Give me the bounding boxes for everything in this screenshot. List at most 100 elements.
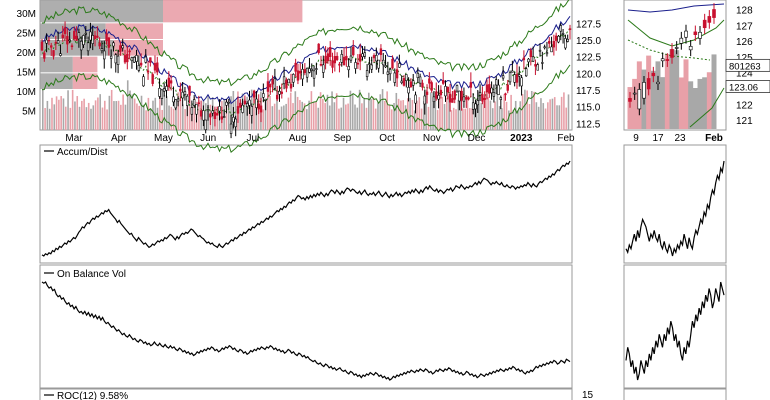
candle-body (61, 34, 64, 39)
volume-bar (308, 100, 310, 130)
volume-bar (530, 91, 533, 130)
candle-body (363, 52, 366, 57)
volume-by-price (40, 0, 303, 89)
volume-bar (244, 98, 246, 130)
candle-body (501, 75, 505, 79)
volume-bar (92, 105, 95, 130)
volume-bar (317, 107, 320, 130)
volume-bar (110, 89, 113, 130)
volume-bar (517, 110, 519, 130)
candle-body (534, 64, 537, 67)
candle-body (151, 74, 154, 84)
volume-bar (416, 100, 418, 130)
candle-body (50, 45, 53, 48)
candle-body (142, 76, 145, 87)
volume-bar (551, 98, 554, 130)
accum-dist-series (41, 150, 725, 257)
candle-body (322, 64, 325, 73)
volume-bar (175, 98, 177, 130)
candle-body (451, 98, 454, 103)
candle-body (561, 33, 565, 35)
volume-bar (345, 104, 347, 130)
candle-body (469, 82, 473, 88)
zoom-date-tick-label: 9 (633, 133, 639, 144)
volume-bar (276, 89, 278, 130)
volume-bar (393, 103, 395, 130)
volume-bar (51, 97, 53, 130)
volume-bar (335, 93, 338, 130)
candle-body (93, 35, 97, 40)
zoom-volume-bar (692, 88, 698, 129)
volume-bar (186, 105, 189, 130)
price-candles (40, 21, 572, 139)
candle-body (354, 62, 357, 69)
candle-body (202, 110, 205, 121)
candle-body (252, 90, 256, 98)
volume-bar (397, 98, 400, 130)
zoom-volume-bar (697, 78, 703, 129)
candle-body (98, 42, 101, 47)
volume-bar (524, 89, 526, 130)
price-badge-box (725, 58, 770, 72)
candle-body (146, 70, 150, 73)
candle-body (543, 46, 546, 49)
volume-bar (553, 97, 556, 130)
candle-body (107, 37, 111, 48)
volume-bar (299, 100, 301, 130)
volume-bar (535, 102, 538, 130)
volume-bar (53, 104, 56, 130)
volume-bar (439, 97, 441, 130)
volume-bar (462, 108, 464, 130)
volume-bar (326, 94, 329, 130)
candle-body (225, 101, 228, 106)
candle-body (490, 87, 493, 94)
candle-body (156, 62, 159, 73)
candle-body (149, 57, 152, 63)
volume-bar (471, 108, 473, 130)
candle-body (352, 46, 355, 56)
candle-body (511, 70, 514, 73)
candle-body (536, 64, 539, 71)
volume-bar (450, 110, 453, 130)
candle-body (52, 50, 55, 57)
candle-body (289, 83, 293, 89)
candle-body (287, 78, 290, 84)
volume-bar (354, 104, 356, 130)
volume-bar (122, 94, 124, 130)
candle-body (522, 57, 526, 61)
candle-body (384, 65, 387, 68)
candle-body (557, 35, 560, 43)
candle-body (310, 68, 313, 71)
volume-bar (473, 103, 476, 130)
volume-bar (448, 95, 450, 130)
panel-frame (623, 264, 727, 389)
volume-bar (338, 108, 340, 130)
volume-bar (133, 98, 136, 130)
volume-bar (567, 94, 570, 130)
candle-body (248, 99, 251, 106)
volume-bar (74, 101, 76, 130)
candle-body (379, 48, 383, 55)
zoom-volume-bar (688, 81, 694, 129)
candle-body (294, 62, 297, 72)
candle-body (227, 101, 230, 104)
volume-bar (510, 94, 512, 130)
candle-body (453, 90, 456, 100)
candle-body (218, 106, 221, 112)
volume-bar (315, 102, 317, 130)
panel-frame (623, 144, 727, 264)
on-balance-vol-line (41, 281, 571, 381)
volume-bar (533, 91, 535, 130)
volume-bar (319, 92, 322, 130)
candle-body (308, 68, 311, 73)
candle-body (273, 78, 277, 89)
volume-bar (58, 99, 60, 130)
zoom-candle-body (642, 82, 646, 99)
candle-body (441, 79, 445, 84)
candle-body (550, 46, 553, 53)
candle-body (361, 53, 364, 58)
volume-bar (331, 91, 333, 130)
candle-body (430, 82, 433, 91)
volume-bar (358, 89, 361, 130)
